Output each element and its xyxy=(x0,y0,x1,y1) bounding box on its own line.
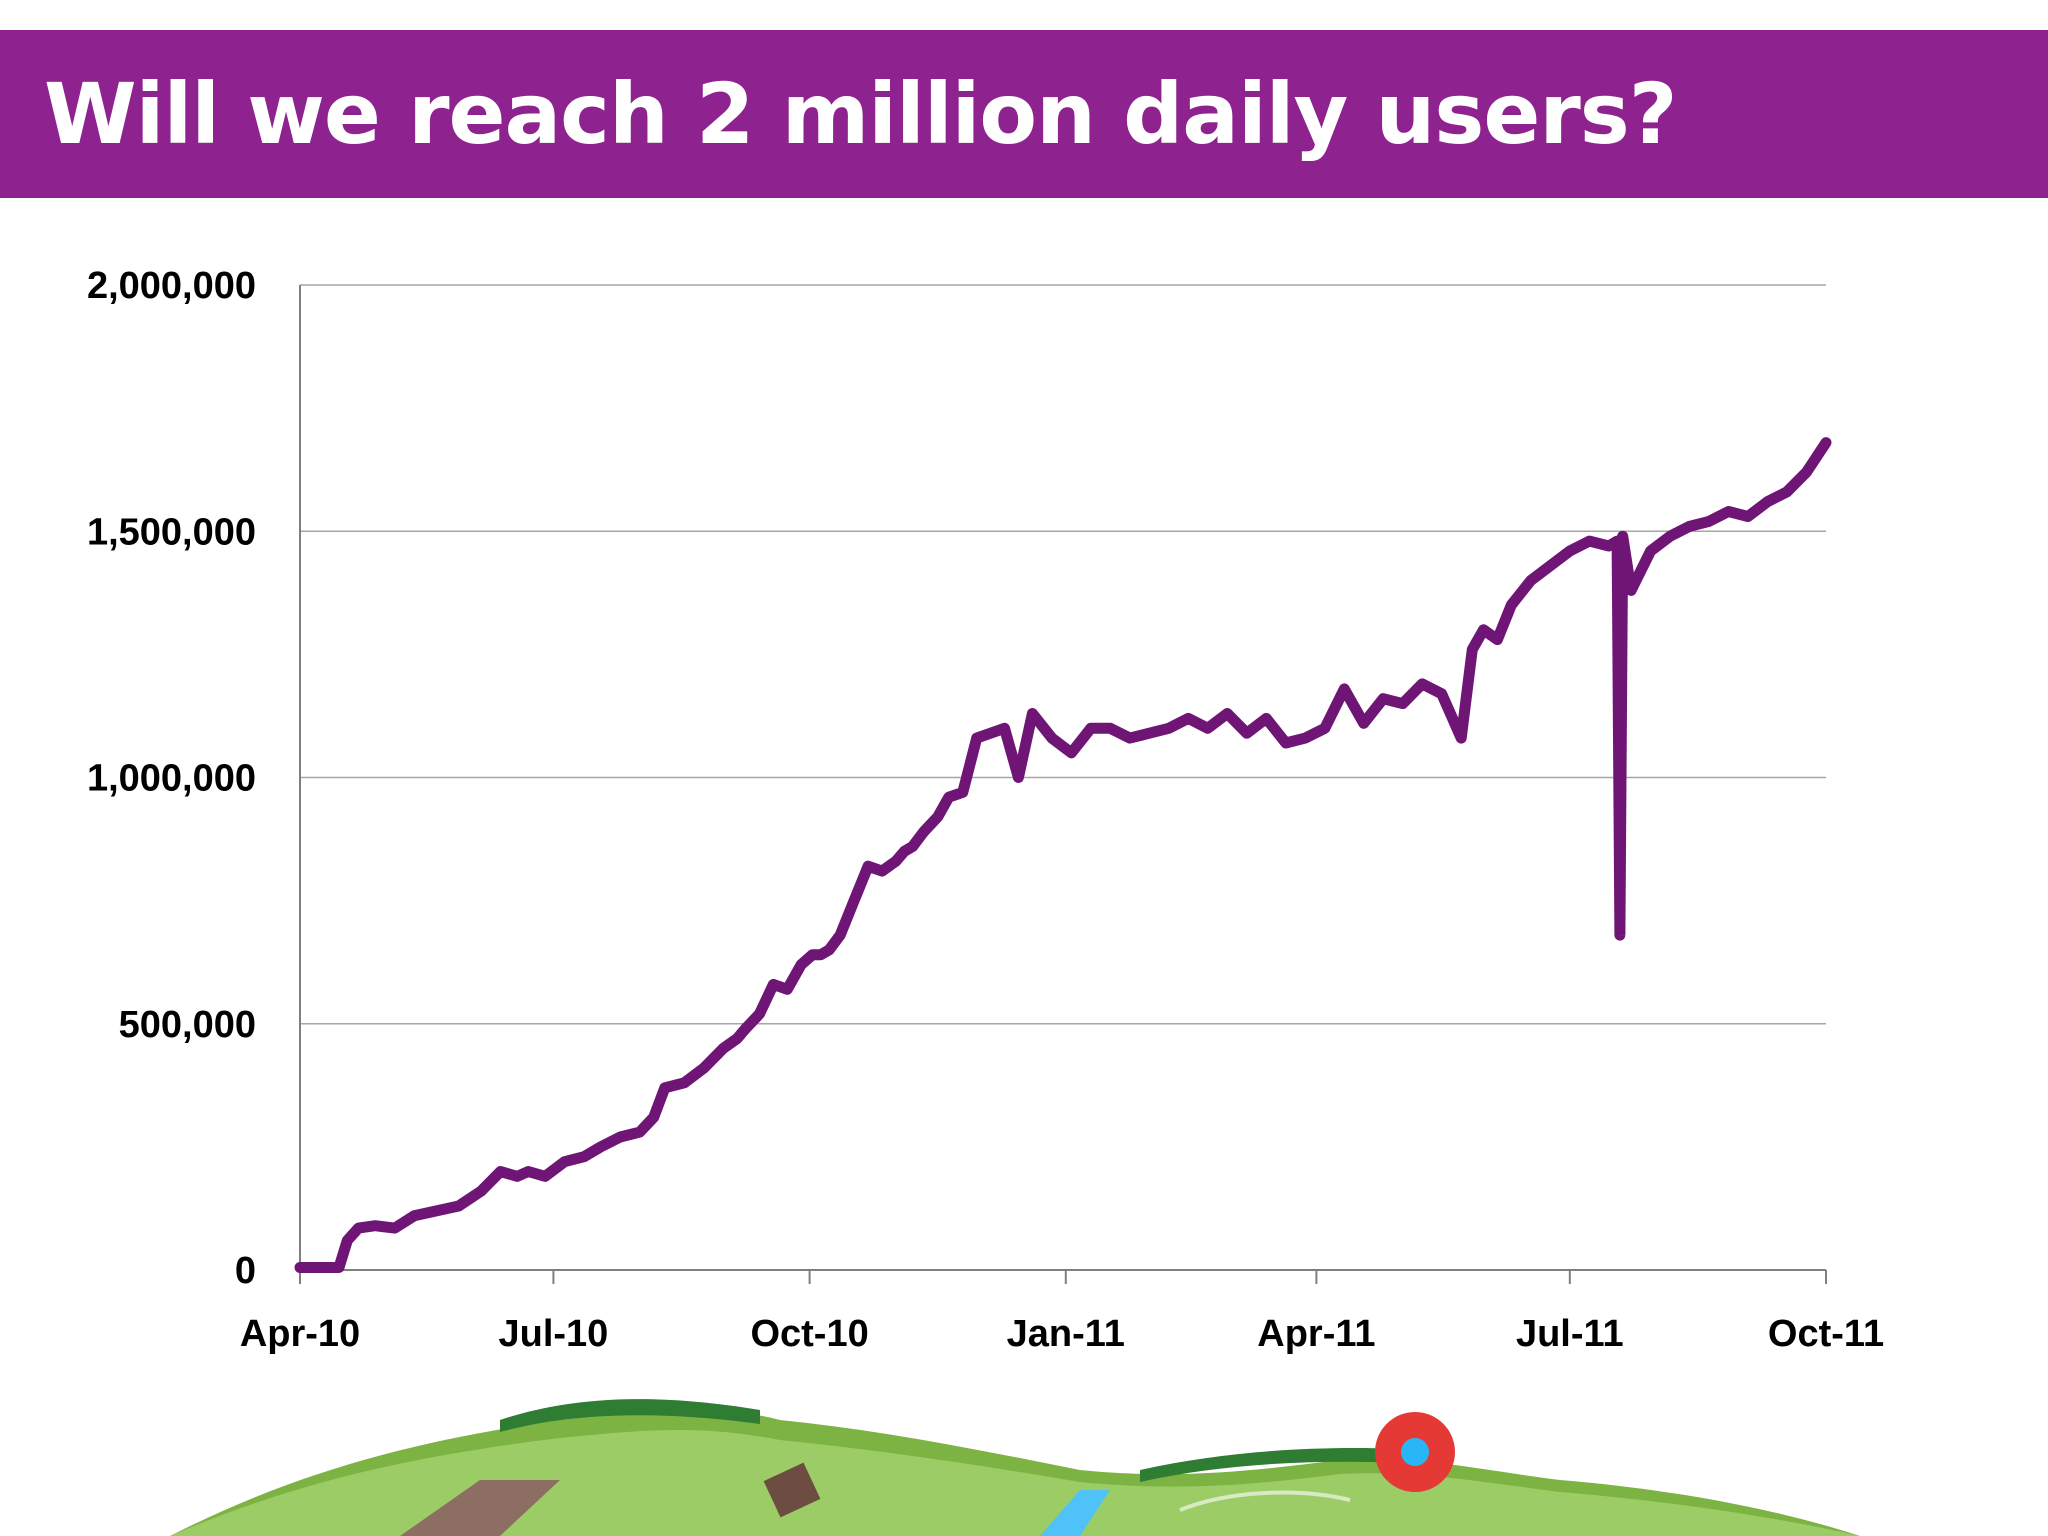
slide-title: Will we reach 2 million daily users? xyxy=(44,65,1677,163)
y-tick-label: 1,500,000 xyxy=(87,511,256,553)
x-tick-label: Apr-10 xyxy=(240,1313,360,1355)
title-bar: Will we reach 2 million daily users? xyxy=(0,30,2048,198)
x-tick-label: Jan-11 xyxy=(1007,1313,1125,1355)
x-tick-label: Jul-10 xyxy=(498,1313,608,1355)
series-layer xyxy=(294,437,1832,1273)
y-tick-label: 500,000 xyxy=(119,1004,256,1046)
y-tick-label: 0 xyxy=(235,1250,256,1292)
x-tick-label: Oct-10 xyxy=(750,1313,868,1355)
x-tick-label: Jul-11 xyxy=(1516,1313,1624,1355)
farm-landscape-icon xyxy=(170,1399,1860,1536)
y-tick-label: 2,000,000 xyxy=(87,265,256,307)
y-axis-tick-labels: 0 500,000 1,000,000 1,500,000 2,000,000 xyxy=(87,265,256,1292)
axes xyxy=(299,285,1827,1284)
y-tick-label: 1,000,000 xyxy=(87,758,256,800)
x-axis-tick-labels: Apr-10 Jul-10 Oct-10 Jan-11 Apr-11 Jul-11 Oct-… xyxy=(240,1313,1884,1355)
series-line xyxy=(294,437,1832,1273)
x-tick-label: Apr-11 xyxy=(1257,1313,1375,1355)
x-tick-label: Oct-11 xyxy=(1768,1313,1884,1355)
gridlines xyxy=(300,284,1826,1025)
